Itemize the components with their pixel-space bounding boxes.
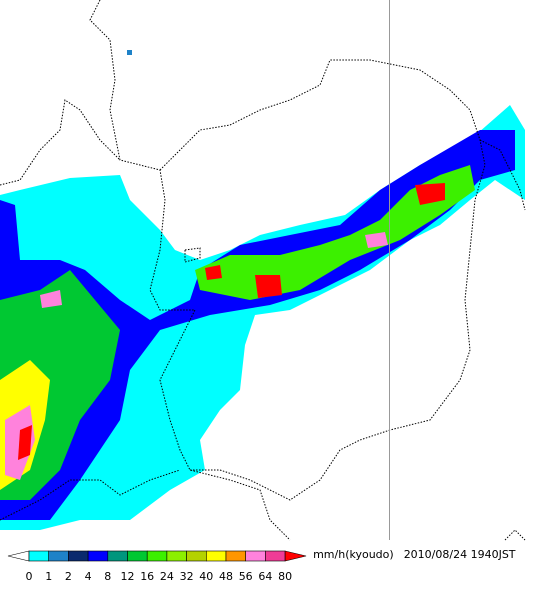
color-legend: 0 1 2 4 8 12 16 24 32 40 48 56 64 80	[7, 550, 307, 583]
legend-swatch	[127, 550, 148, 562]
legend-swatch	[166, 550, 187, 562]
legend-swatch	[245, 550, 266, 562]
legend-swatch	[265, 550, 286, 562]
legend-swatch	[225, 550, 247, 562]
legend-tick-label: 48	[219, 570, 233, 583]
legend-tick-label: 80	[278, 570, 292, 583]
timestamp: 2010/08/24 1940JST	[404, 548, 516, 561]
legend-tick-label: 16	[140, 570, 154, 583]
legend-tick-label: 40	[199, 570, 213, 583]
legend-tick-label: 12	[121, 570, 135, 583]
legend-under	[7, 550, 30, 562]
legend-tick-label: 32	[180, 570, 194, 583]
legend-tick-label: 0	[26, 570, 33, 583]
legend-swatch	[146, 550, 168, 562]
legend-tick-label: 4	[85, 570, 92, 583]
legend-unit: mm/h(kyoudo)	[313, 548, 394, 561]
legend-tick-label: 8	[104, 570, 111, 583]
legend-swatch	[186, 550, 207, 562]
legend-tick-label: 64	[258, 570, 272, 583]
legend-tick-label: 1	[45, 570, 52, 583]
legend-swatch	[68, 550, 89, 562]
legend-tick-label: 2	[65, 570, 72, 583]
legend-swatch	[28, 550, 50, 562]
legend-swatch	[87, 550, 109, 562]
legend-swatch	[107, 550, 128, 562]
legend-tick-label: 56	[239, 570, 253, 583]
legend-swatch	[206, 550, 227, 562]
legend-swatch	[48, 550, 69, 562]
rain-area	[0, 50, 525, 530]
prefecture-borders	[0, 0, 526, 541]
legend-tick-label: 24	[160, 570, 174, 583]
legend-over	[284, 550, 307, 562]
